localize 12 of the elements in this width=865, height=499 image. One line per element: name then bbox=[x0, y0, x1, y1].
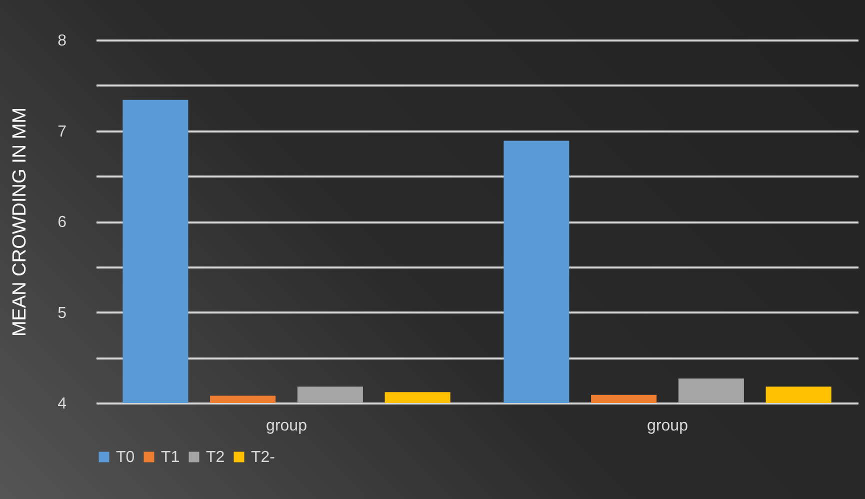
y-tick-label: 8 bbox=[58, 32, 67, 50]
y-axis-title: MEAN CROWDING IN MM bbox=[10, 107, 31, 337]
legend-label: T1 bbox=[161, 449, 180, 466]
y-tick-label: 5 bbox=[58, 304, 67, 322]
legend-label: T0 bbox=[116, 449, 135, 466]
legend-label: T2- bbox=[251, 449, 275, 466]
legend-label: T2 bbox=[206, 449, 225, 466]
y-tick-label: 4 bbox=[58, 396, 67, 412]
y-tick-label: 7 bbox=[58, 123, 67, 140]
y-tick-label: 6 bbox=[58, 214, 67, 231]
x-tick-label: group bbox=[647, 418, 688, 434]
x-tick-label: group bbox=[266, 418, 308, 434]
